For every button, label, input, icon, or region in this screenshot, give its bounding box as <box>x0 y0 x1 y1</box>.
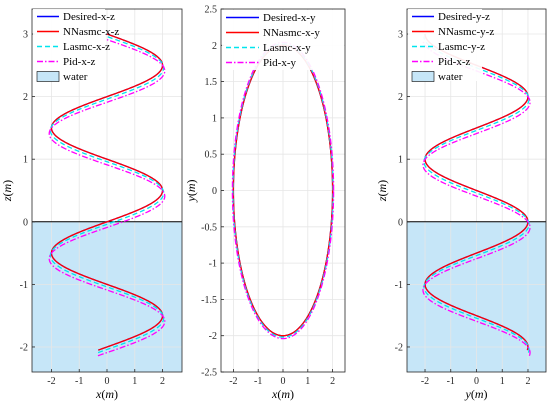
x-axis-label: x(m) <box>271 387 294 401</box>
legend-label: water <box>438 71 463 83</box>
x-tick-label: 1 <box>132 376 137 387</box>
y-tick-label: -1 <box>209 259 217 270</box>
x-tick-label: -2 <box>47 376 55 387</box>
legend-label: Desired-x-y <box>263 12 316 24</box>
legend-box <box>33 9 105 81</box>
legend-label: Desired-y-z <box>438 11 490 23</box>
legend-label: Lasmc-x-y <box>263 42 311 54</box>
legend-label: water <box>63 71 88 83</box>
legend-label: Pid-x-z <box>438 56 471 68</box>
y-tick-label: 0 <box>398 217 403 228</box>
series-line-3 <box>49 35 165 354</box>
chart-panel-1: -2 -1 0 1 2 -2 -1 0 1 2 3 x(m) z(m) Desired-x-z NNasmc… <box>0 8 183 401</box>
x-tick-label: -2 <box>421 376 429 387</box>
legend: Desired-y-z NNasmc-y-z Lasmc-y-z Pid-x-z wat… <box>408 9 494 83</box>
legend-swatch-water <box>36 71 60 82</box>
x-axis-label: y(m) <box>465 387 488 401</box>
series-line-2 <box>424 33 529 351</box>
y-tick-label: 2 <box>212 41 217 52</box>
y-tick-label: -1 <box>395 280 403 291</box>
x-tick-label: 1 <box>305 376 310 387</box>
x-tick-label: -2 <box>229 376 237 387</box>
x-tick-label: 2 <box>160 376 165 387</box>
y-tick-label: 1 <box>398 155 403 166</box>
legend-label: Lasmc-x-z <box>63 41 110 53</box>
y-tick-label: -2.5 <box>201 368 217 379</box>
legend-box <box>408 9 482 81</box>
x-tick-label: 1 <box>500 376 505 387</box>
legend-swatch-water <box>411 71 435 82</box>
x-tick-label: -1 <box>447 376 455 387</box>
y-axis-label: y(m) <box>184 180 198 203</box>
y-tick-label: 0.5 <box>205 150 218 161</box>
y-tick-label: 3 <box>23 30 28 41</box>
y-tick-label: 1 <box>23 155 28 166</box>
x-tick-label: 2 <box>525 376 530 387</box>
legend-label: NNasmc-y-z <box>438 26 494 38</box>
x-tick-label: 0 <box>474 376 479 387</box>
y-tick-label: -0.5 <box>201 222 217 233</box>
legend-box <box>222 10 344 70</box>
y-tick-label: -1 <box>20 280 28 291</box>
y-tick-label: -2 <box>395 342 403 353</box>
y-tick-label: 2 <box>398 92 403 103</box>
y-axis-label: z(m) <box>0 180 14 202</box>
legend-label: Lasmc-y-z <box>438 41 485 53</box>
chart-panel-2: -2 -1 0 1 2 -2.5 -2 -1.5 -1 -0.5 0 0.5 1 1.5 2 2.5 x(m) y… <box>184 5 346 401</box>
series-line-3 <box>423 36 530 353</box>
y-tick-label: 0 <box>212 186 217 197</box>
x-tick-label: 0 <box>105 376 110 387</box>
y-tick-label: -2 <box>20 342 28 353</box>
y-tick-label: 0 <box>23 217 28 228</box>
series-line-4 <box>48 39 166 357</box>
y-axis-label: z(m) <box>375 180 389 202</box>
legend: Desired-x-y NNasmc-x-y Lasmc-x-y Pid-x-y <box>222 10 344 70</box>
y-tick-label: 3 <box>398 30 403 41</box>
x-axis-label: x(m) <box>95 387 118 401</box>
x-tick-label: -1 <box>254 376 262 387</box>
x-tick-label: 0 <box>281 376 286 387</box>
y-tick-label: 2.5 <box>205 5 218 16</box>
legend-label: NNasmc-x-z <box>63 26 119 38</box>
legend-label: Pid-x-y <box>263 57 297 69</box>
x-tick-label: 2 <box>330 376 335 387</box>
y-tick-label: -1.5 <box>201 295 217 306</box>
y-tick-label: 1 <box>212 113 217 124</box>
legend-label: Pid-x-z <box>63 56 96 68</box>
series-line-2 <box>50 33 164 351</box>
legend: Desired-x-z NNasmc-x-z Lasmc-x-z Pid-x-z wat… <box>33 9 119 83</box>
series-line-4 <box>422 39 531 356</box>
y-tick-label: 1.5 <box>205 77 218 88</box>
chart-panel-3: -2 -1 0 1 2 -2 -1 0 1 2 3 y(m) z(m) Desired-y-z NNasmc… <box>375 8 547 401</box>
y-tick-label: 2 <box>23 92 28 103</box>
legend-label: NNasmc-x-y <box>263 27 320 39</box>
x-tick-label: -1 <box>75 376 83 387</box>
y-tick-label: -2 <box>209 331 217 342</box>
legend-label: Desired-x-z <box>63 11 115 23</box>
